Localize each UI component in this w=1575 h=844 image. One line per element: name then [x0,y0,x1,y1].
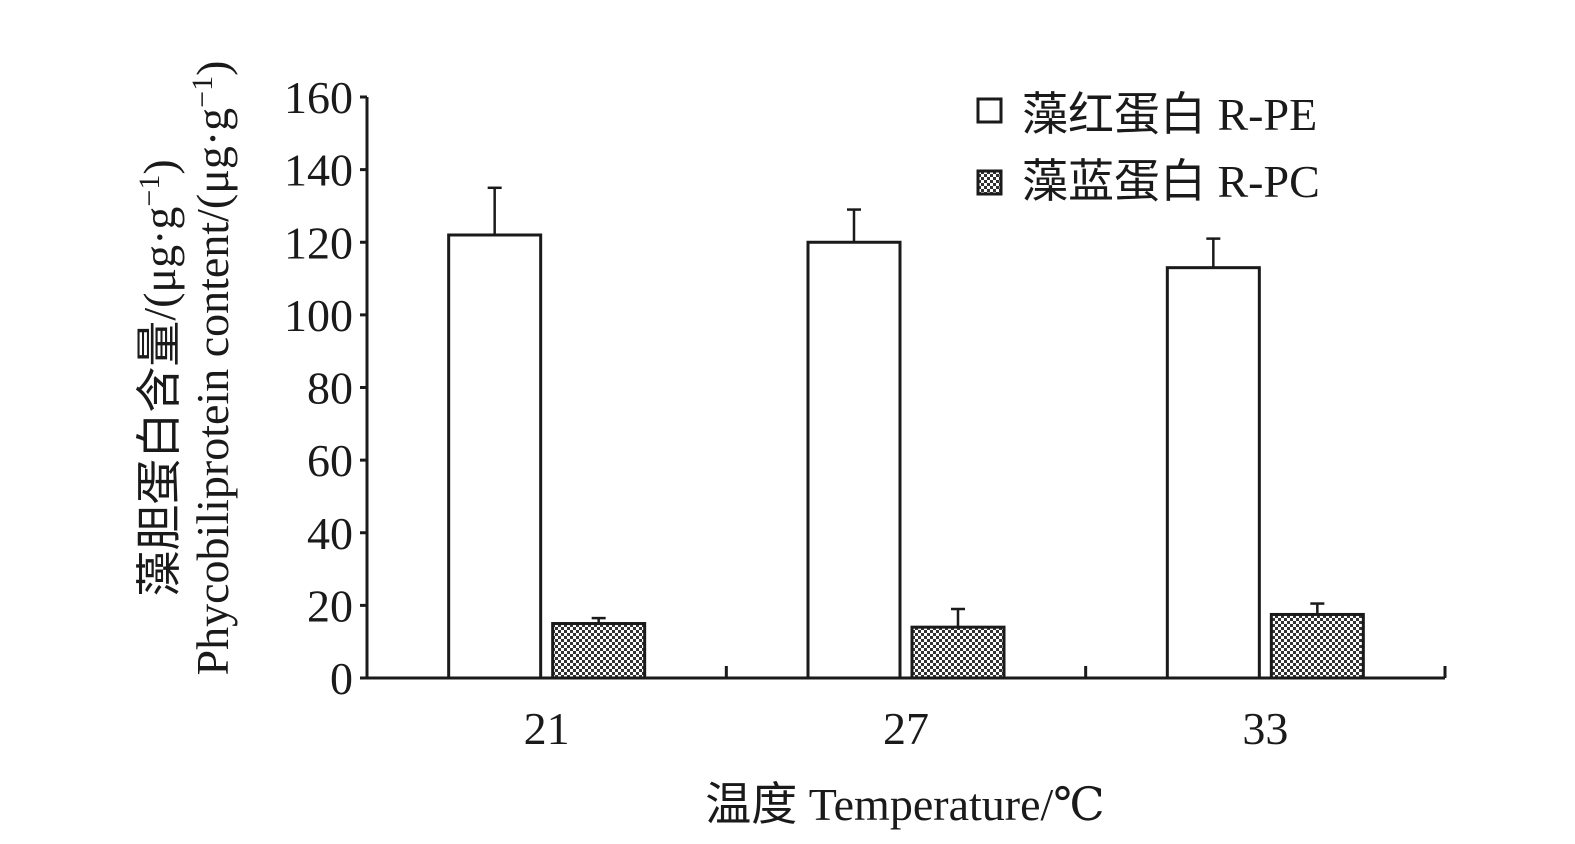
y-tick-label: 60 [307,435,353,486]
y-tick-label: 140 [284,145,353,196]
x-axis-title: 温度 Temperature/℃ [705,779,1105,830]
bar-rpe [806,240,902,680]
y-axis-title-chinese-close: ) [134,159,185,174]
y-axis-title-chinese-exponent: −1 [133,175,166,207]
x-tick-label: 27 [883,703,929,754]
legend: 藻红蛋白 R-PE 藻蓝蛋白 R-PC [976,89,1320,207]
y-tick-label: 80 [307,363,353,414]
y-tick-label: 160 [284,72,353,123]
bar-rpc [1269,612,1365,680]
y-axis-title-chinese: 藻胆蛋白含量/(μg·g−1) [133,159,185,596]
x-tick-label: 21 [524,703,570,754]
y-tick-label: 100 [284,290,353,341]
y-axis-title-english-exponent: −1 [186,76,219,108]
y-tick-label: 40 [307,508,353,559]
legend-label-rpe: 藻红蛋白 R-PE [1022,89,1317,140]
bar-rpc [910,625,1006,680]
y-axis-title-english: Phycobiliprotein content/(μg·g−1) [186,61,238,676]
y-tick-label: 0 [330,653,353,704]
y-axis-title-english-close: ) [187,61,238,76]
bar-rpe [1165,266,1261,680]
bar-rpe [447,233,543,680]
bar-rpc [551,622,647,680]
x-tick-label: 33 [1242,703,1288,754]
y-tick-label: 120 [284,217,353,268]
legend-swatch-rpc [976,169,1003,196]
y-tick-label: 20 [307,580,353,631]
y-axis-title-chinese-main: 藻胆蛋白含量/(μg·g [134,207,185,597]
legend-label-rpc: 藻蓝蛋白 R-PC [1022,156,1320,207]
plot-area: 0 20 40 60 80 100 120 140 160 21 27 33 [284,72,1447,754]
y-axis-title-english-main: Phycobiliprotein content/(μg·g [187,108,238,676]
legend-swatch-rpe [976,97,1003,124]
